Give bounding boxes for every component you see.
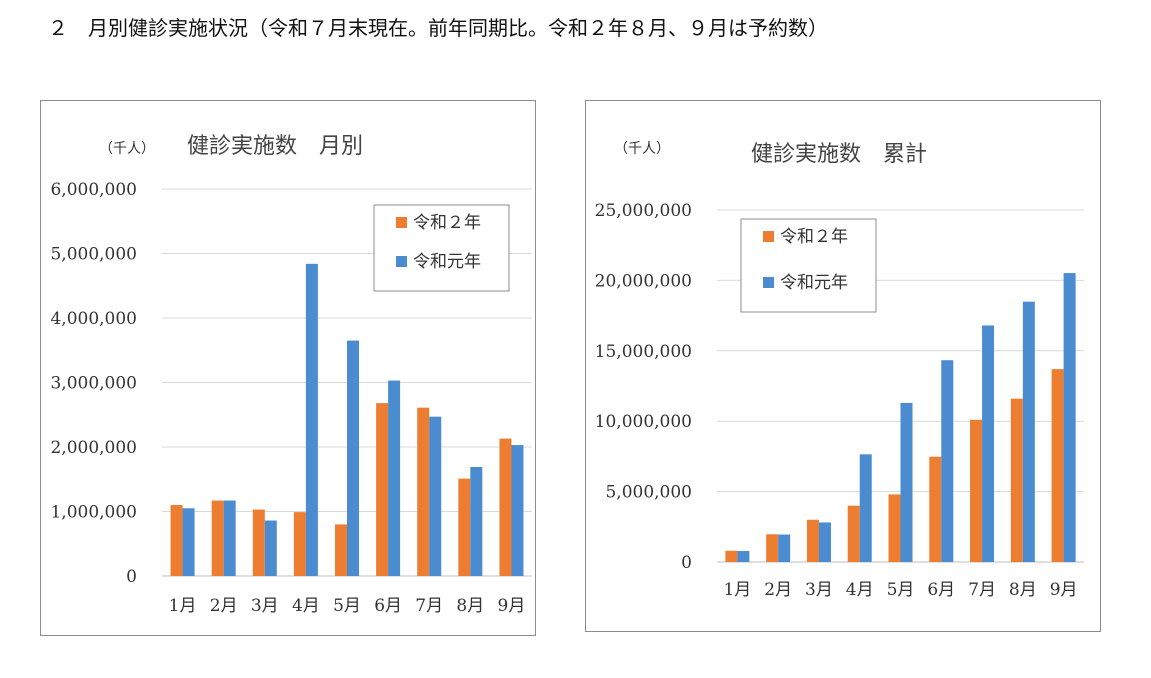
legend-swatch xyxy=(396,217,407,228)
bar-reiwa1-3 xyxy=(264,520,277,576)
bar-reiwa1-7 xyxy=(982,325,995,562)
y-tick-label: 6,000,000 xyxy=(50,180,137,200)
bar-reiwa1-9 xyxy=(511,445,524,576)
x-tick-label: 1月 xyxy=(169,596,197,616)
bar-reiwa2-3 xyxy=(806,519,819,562)
bar-reiwa2-9 xyxy=(499,438,512,576)
x-tick-label: 4月 xyxy=(846,580,874,600)
x-tick-label: 8月 xyxy=(456,596,484,616)
x-tick-label: 2月 xyxy=(764,580,792,600)
bar-reiwa1-4 xyxy=(305,263,318,576)
x-tick-label: 5月 xyxy=(887,580,915,600)
bar-reiwa2-8 xyxy=(1010,398,1023,562)
legend-label: 令和２年 xyxy=(413,213,481,233)
bar-reiwa1-2 xyxy=(223,500,236,576)
y-tick-label: 1,000,000 xyxy=(50,503,137,523)
bar-reiwa2-3 xyxy=(252,509,265,576)
y-tick-label: 5,000,000 xyxy=(50,245,137,265)
unit-label: （千人） xyxy=(614,141,670,157)
bar-reiwa1-9 xyxy=(1063,273,1076,562)
x-tick-label: 3月 xyxy=(805,580,833,600)
bar-reiwa2-8 xyxy=(458,478,471,576)
bar-reiwa2-2 xyxy=(766,534,779,562)
legend-label: 令和元年 xyxy=(413,252,481,272)
x-tick-label: 5月 xyxy=(333,596,361,616)
bar-reiwa1-8 xyxy=(1022,301,1035,562)
bar-reiwa2-5 xyxy=(888,494,901,562)
x-tick-label: 8月 xyxy=(1009,580,1037,600)
y-tick-label: 3,000,000 xyxy=(50,374,137,394)
legend-swatch xyxy=(396,256,407,267)
bar-reiwa2-4 xyxy=(847,505,860,562)
bar-reiwa2-5 xyxy=(335,524,347,576)
bar-reiwa2-6 xyxy=(376,403,389,576)
bar-reiwa1-2 xyxy=(778,534,791,562)
legend-label: 令和２年 xyxy=(780,227,848,247)
x-tick-label: 1月 xyxy=(723,580,751,600)
bar-reiwa2-9 xyxy=(1051,369,1064,562)
chart-title: 健診実施数 月別 xyxy=(187,134,363,159)
bar-reiwa1-1 xyxy=(182,508,195,576)
cumulative-bar-chart: （千人） 健診実施数 累計 25,000,000 20,000,000 15,000,0… xyxy=(595,141,1084,600)
bar-reiwa2-6 xyxy=(929,456,942,562)
bar-reiwa1-5 xyxy=(347,340,359,576)
bar-reiwa2-7 xyxy=(970,419,983,562)
chart-title: 健診実施数 累計 xyxy=(751,142,927,167)
y-tick-label: 20,000,000 xyxy=(595,271,692,291)
legend-swatch xyxy=(763,277,774,288)
legend-label: 令和元年 xyxy=(780,273,848,293)
legend-swatch xyxy=(763,231,774,242)
monthly-chart-panel: （千人） 健診実施数 月別 6,000,000 5,000,000 4,000,000 3… xyxy=(40,100,536,636)
x-tick-label: 6月 xyxy=(927,580,955,600)
x-tick-label: 9月 xyxy=(1050,580,1078,600)
y-tick-label: 4,000,000 xyxy=(50,309,137,329)
bar-reiwa1-7 xyxy=(429,416,442,576)
y-tick-label: 0 xyxy=(126,567,137,587)
x-tick-label: 6月 xyxy=(374,596,402,616)
bar-reiwa1-5 xyxy=(900,402,913,562)
y-tick-label: 0 xyxy=(681,553,692,573)
y-tick-label: 10,000,000 xyxy=(595,412,692,432)
page-heading: ２ 月別健診実施状況（令和７月末現在。前年同期比。令和２年８月、９月は予約数） xyxy=(48,16,828,40)
unit-label: （千人） xyxy=(99,141,155,157)
x-tick-label: 4月 xyxy=(292,596,320,616)
bar-reiwa1-4 xyxy=(859,454,872,562)
x-tick-label: 9月 xyxy=(498,596,526,616)
bar-reiwa2-2 xyxy=(211,500,224,576)
bar-reiwa1-6 xyxy=(388,380,401,576)
legend-box xyxy=(373,204,510,292)
bar-reiwa2-1 xyxy=(170,505,183,576)
bar-reiwa1-3 xyxy=(818,522,831,562)
bar-reiwa2-1 xyxy=(725,550,738,562)
bar-reiwa1-6 xyxy=(941,360,954,562)
x-tick-label: 7月 xyxy=(415,596,443,616)
monthly-bar-chart: （千人） 健診実施数 月別 6,000,000 5,000,000 4,000,000 3… xyxy=(50,134,532,616)
bar-reiwa1-8 xyxy=(470,466,483,576)
bar-reiwa1-1 xyxy=(737,551,750,562)
bar-reiwa2-4 xyxy=(293,512,306,576)
y-tick-label: 2,000,000 xyxy=(50,438,137,458)
x-tick-label: 2月 xyxy=(210,596,238,616)
bar-reiwa2-7 xyxy=(417,407,430,576)
x-tick-label: 3月 xyxy=(251,596,279,616)
cumulative-chart-panel: （千人） 健診実施数 累計 25,000,000 20,000,000 15,000,0… xyxy=(585,100,1101,632)
x-tick-label: 7月 xyxy=(968,580,996,600)
y-tick-label: 25,000,000 xyxy=(595,201,692,221)
y-tick-label: 15,000,000 xyxy=(595,342,692,362)
y-tick-label: 5,000,000 xyxy=(605,483,692,503)
